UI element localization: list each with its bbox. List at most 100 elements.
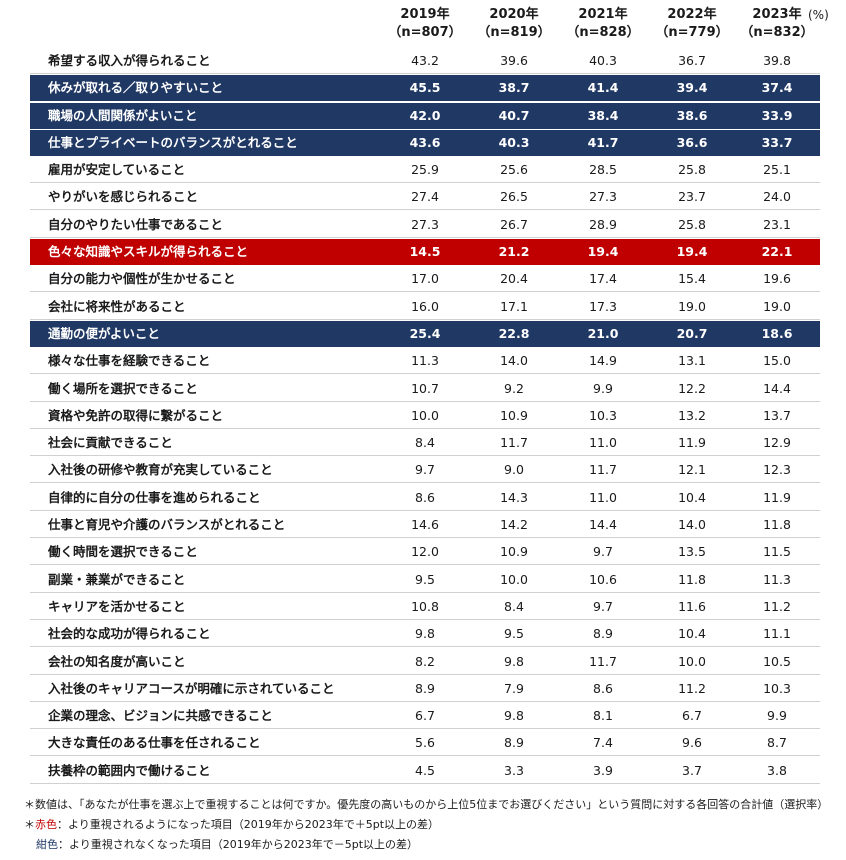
value-cell: 17.4: [589, 271, 617, 287]
value-cell: 11.7: [500, 435, 528, 451]
value-cell: 8.6: [415, 489, 435, 505]
value-cell: 8.1: [593, 708, 613, 724]
value-cell: 39.6: [500, 53, 528, 68]
value-cell: 13.1: [678, 353, 706, 369]
column-year: 2022年: [667, 7, 717, 22]
value-cell: 15.4: [678, 271, 706, 287]
value-cell: 33.9: [761, 107, 793, 123]
value-cell: 11.2: [763, 598, 791, 614]
table-row: 職場の人間関係がよいこと 42.0 40.7 38.4 38.6 33.9: [30, 102, 820, 129]
value-cell: 11.0: [589, 489, 617, 505]
row-label: 大きな責任のある仕事を任されること: [48, 735, 261, 751]
footnote-red-legend: ＊赤色：より重視されるようになった項目（2019年から2023年で＋5pt以上の…: [24, 815, 828, 835]
value-cell: 9.9: [593, 380, 613, 396]
column-year: 2019年: [400, 7, 450, 22]
value-cell: 11.7: [589, 653, 617, 669]
value-cell: 13.2: [678, 407, 706, 423]
table-row: 仕事と育児や介護のバランスがとれること 14.6 14.2 14.4 14.0 11.8: [30, 512, 820, 539]
footnote-navy-legend: 紺色：より重視されなくなった項目（2019年から2023年で－5pt以上の差）: [24, 835, 828, 855]
value-cell: 27.3: [589, 189, 617, 205]
value-cell: 10.4: [678, 489, 706, 505]
table-header: 2019年 （n=807） 2020年 （n=819） 2021年 （n=828…: [0, 6, 846, 46]
value-cell: 22.8: [498, 325, 530, 341]
row-label: 副業・兼業ができること: [48, 571, 186, 587]
value-cell: 8.7: [767, 735, 787, 751]
value-cell: 9.9: [767, 708, 787, 724]
value-cell: 14.9: [589, 353, 617, 369]
column-year: 2021年: [578, 7, 628, 22]
value-cell: 9.6: [682, 735, 702, 751]
value-cell: 27.4: [411, 189, 439, 205]
value-cell: 10.0: [411, 407, 439, 423]
table-row: 働く時間を選択できること 12.0 10.9 9.7 13.5 11.5: [30, 539, 820, 566]
value-cell: 23.1: [763, 216, 791, 232]
value-cell: 4.5: [415, 762, 435, 778]
table-row: 希望する収入が得られること 43.2 39.6 40.3 36.7 39.8: [30, 48, 820, 74]
value-cell: 9.7: [415, 462, 435, 478]
table-row: 仕事とプライベートのバランスがとれること 43.6 40.3 41.7 36.6 33.7: [30, 129, 820, 156]
value-cell: 42.0: [409, 107, 441, 123]
value-cell: 14.6: [411, 517, 439, 533]
row-label: 会社に将来性があること: [48, 298, 186, 314]
row-label: 仕事とプライベートのバランスがとれること: [48, 134, 298, 150]
table-row: 雇用が安定していること 25.9 25.6 28.5 25.8 25.1: [30, 157, 820, 184]
value-cell: 24.0: [763, 189, 791, 205]
value-cell: 15.0: [763, 353, 791, 369]
row-label: 様々な仕事を経験できること: [48, 353, 211, 369]
red-legend-text: ：より重視されるようになった項目（2019年から2023年で＋5pt以上の差）: [57, 818, 440, 831]
value-cell: 21.0: [587, 325, 619, 341]
table-row: 大きな責任のある仕事を任されること 5.6 8.9 7.4 9.6 8.7: [30, 730, 820, 757]
value-cell: 11.2: [678, 680, 706, 696]
value-cell: 12.9: [763, 435, 791, 451]
value-cell: 11.5: [763, 544, 791, 560]
table-row: 社会に貢献できること 8.4 11.7 11.0 11.9 12.9: [30, 430, 820, 457]
value-cell: 14.4: [763, 380, 791, 396]
row-label: 働く場所を選択できること: [48, 380, 198, 396]
value-cell: 10.8: [411, 598, 439, 614]
value-cell: 8.2: [415, 653, 435, 669]
value-cell: 26.5: [500, 189, 528, 205]
value-cell: 3.3: [504, 762, 524, 778]
value-cell: 9.5: [415, 571, 435, 587]
value-cell: 11.0: [589, 435, 617, 451]
value-cell: 10.3: [763, 680, 791, 696]
row-label: 職場の人間関係がよいこと: [48, 107, 198, 123]
value-cell: 40.3: [498, 134, 530, 150]
value-cell: 12.2: [678, 380, 706, 396]
value-cell: 11.9: [678, 435, 706, 451]
value-cell: 3.9: [593, 762, 613, 778]
value-cell: 26.7: [500, 216, 528, 232]
column-sample-size: （n=832）: [740, 25, 814, 40]
value-cell: 18.6: [761, 325, 793, 341]
table-row: 会社の知名度が高いこと 8.2 9.8 11.7 10.0 10.5: [30, 649, 820, 675]
table-row: キャリアを活かせること 10.8 8.4 9.7 11.6 11.2: [30, 594, 820, 620]
table-row: 休みが取れる／取りやすいこと 45.5 38.7 41.4 39.4 37.4: [30, 75, 820, 102]
value-cell: 19.6: [763, 271, 791, 287]
row-label: 会社の知名度が高いこと: [48, 653, 186, 669]
value-cell: 8.4: [504, 598, 524, 614]
value-cell: 38.6: [676, 107, 708, 123]
column-header-2020: 2020年 （n=819）: [469, 6, 559, 42]
value-cell: 40.7: [498, 107, 530, 123]
value-cell: 22.1: [761, 244, 793, 260]
value-cell: 9.8: [504, 653, 524, 669]
table-row: 自分の能力や個性が生かせること 17.0 20.4 17.4 15.4 19.6: [30, 266, 820, 293]
column-sample-size: （n=779）: [655, 25, 729, 40]
row-label: 自律的に自分の仕事を進められること: [48, 489, 261, 505]
row-label: キャリアを活かせること: [48, 598, 186, 614]
value-cell: 11.8: [763, 517, 791, 533]
value-cell: 10.9: [500, 407, 528, 423]
value-cell: 10.0: [678, 653, 706, 669]
row-label: 希望する収入が得られること: [48, 53, 211, 68]
row-label: 自分のやりたい仕事であること: [48, 216, 223, 232]
value-cell: 9.7: [593, 598, 613, 614]
value-cell: 25.9: [411, 162, 439, 178]
value-cell: 11.3: [411, 353, 439, 369]
table-row: 企業の理念、ビジョンに共感できること 6.7 9.8 8.1 6.7 9.9: [30, 703, 820, 730]
value-cell: 17.0: [411, 271, 439, 287]
value-cell: 20.7: [676, 325, 708, 341]
value-cell: 45.5: [409, 80, 441, 96]
row-label: 自分の能力や個性が生かせること: [48, 271, 236, 287]
table-row: 会社に将来性があること 16.0 17.1 17.3 19.0 19.0: [30, 294, 820, 320]
navy-legend-key: 紺色: [36, 838, 58, 851]
